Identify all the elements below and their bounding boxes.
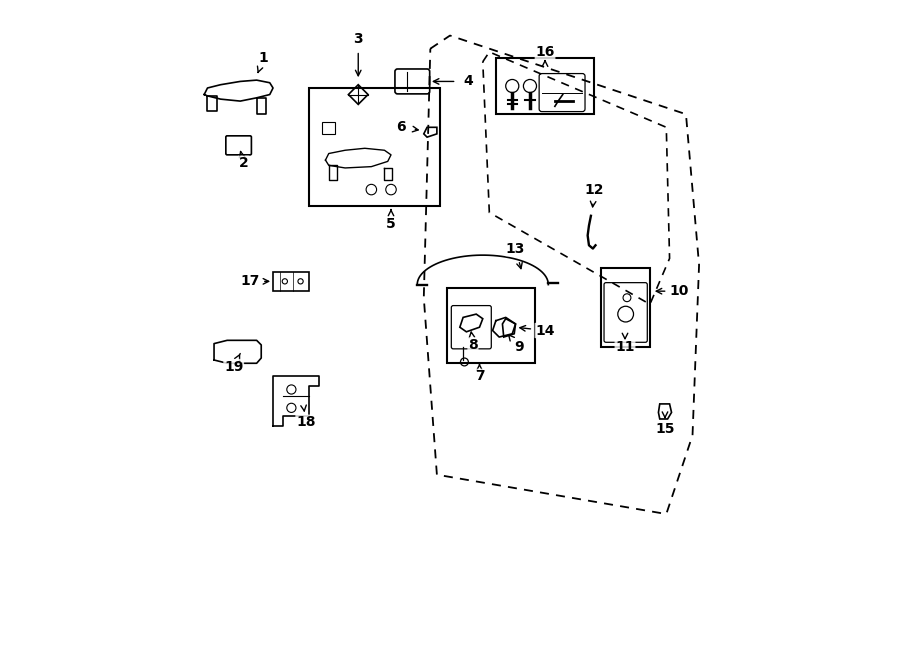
Text: 16: 16 bbox=[536, 45, 554, 59]
Text: 15: 15 bbox=[655, 422, 675, 436]
Text: 13: 13 bbox=[506, 241, 526, 256]
Text: 17: 17 bbox=[240, 274, 260, 288]
Text: 10: 10 bbox=[670, 284, 689, 298]
Text: 3: 3 bbox=[354, 32, 363, 46]
Text: 14: 14 bbox=[536, 323, 554, 338]
Text: 19: 19 bbox=[224, 360, 243, 373]
Text: 12: 12 bbox=[584, 182, 604, 196]
Text: 7: 7 bbox=[474, 369, 484, 383]
Text: 11: 11 bbox=[616, 340, 634, 354]
Text: 8: 8 bbox=[468, 338, 478, 352]
Text: 18: 18 bbox=[296, 415, 316, 429]
Bar bbox=[309, 88, 440, 206]
Bar bbox=[601, 268, 650, 347]
Text: 9: 9 bbox=[514, 340, 524, 354]
Bar bbox=[496, 58, 594, 114]
Text: 6: 6 bbox=[396, 120, 406, 134]
Bar bbox=[322, 122, 336, 134]
Bar bbox=[273, 272, 309, 292]
Text: 5: 5 bbox=[386, 217, 396, 231]
Text: 1: 1 bbox=[258, 52, 268, 65]
Text: 4: 4 bbox=[464, 75, 473, 89]
Text: 2: 2 bbox=[238, 157, 248, 171]
Bar bbox=[446, 288, 536, 364]
